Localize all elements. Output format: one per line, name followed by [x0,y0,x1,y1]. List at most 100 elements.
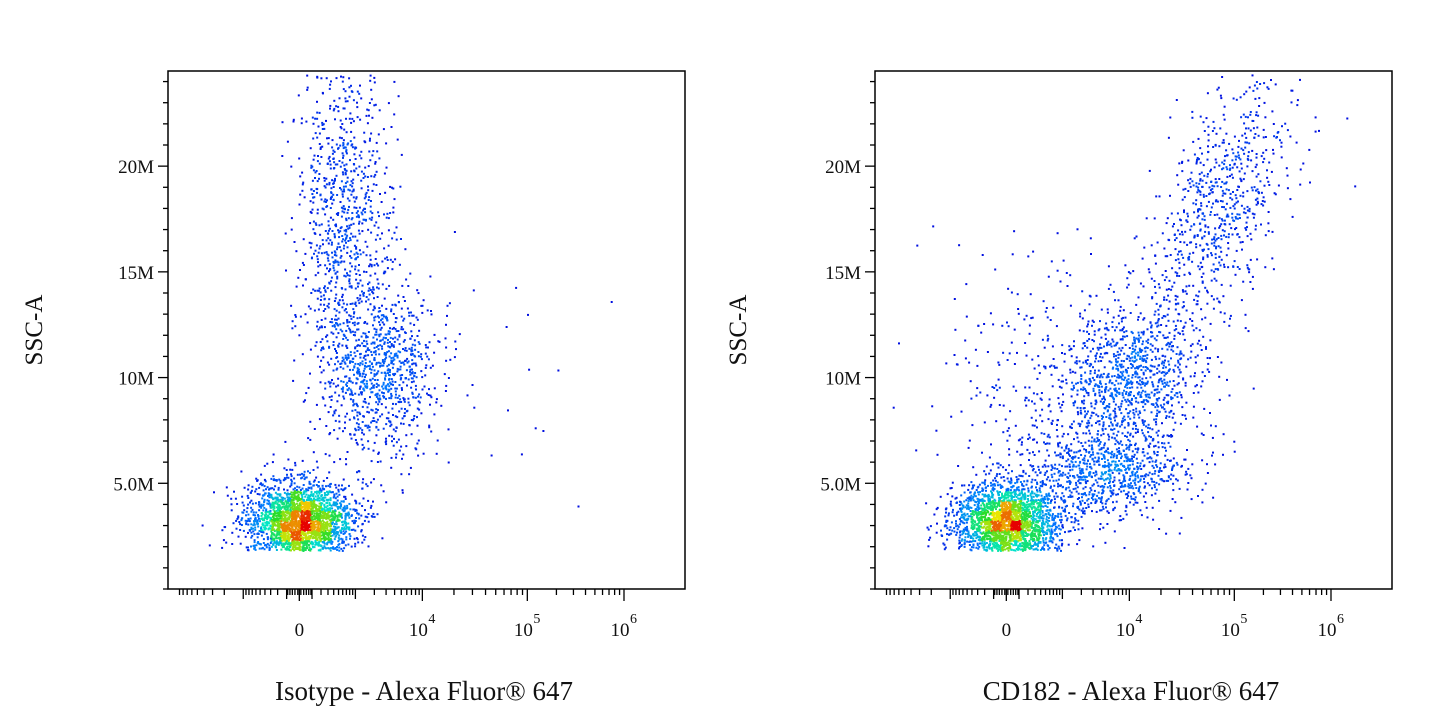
event-dot [263,500,266,503]
event-dot [310,523,313,526]
event-dot [311,165,314,168]
event-dot [415,388,417,391]
event-dot [328,160,331,163]
event-dot [419,396,422,399]
event-dot [273,501,276,504]
event-dot [335,350,337,352]
event-dot [1022,488,1025,491]
event-dot [345,521,347,524]
event-dot [983,512,985,515]
event-dot [269,527,272,530]
event-dot [410,346,413,349]
event-dot [367,447,370,450]
event-dot [286,489,289,492]
event-dot [325,77,328,80]
event-dot [1021,483,1024,486]
event-dot [381,360,384,363]
event-dot [372,309,375,312]
event-dot [275,509,278,512]
event-dot [329,163,332,166]
event-dot [357,344,360,347]
event-dot [326,542,329,545]
event-dot [394,403,397,406]
event-dot [271,523,274,526]
event-dot [354,355,357,358]
event-dot [269,512,272,515]
event-dot [1029,525,1032,527]
event-dot [377,133,380,136]
event-dot [331,241,333,244]
event-dot [395,426,398,429]
event-dot [280,520,283,523]
event-dot [244,519,247,522]
event-dot [375,221,378,224]
event-dot [291,511,294,514]
event-dot [317,508,320,511]
event-dot [364,166,367,169]
event-dot [320,504,323,507]
isotype-x-axis-label: Isotype - Alexa Fluor® 647 [275,676,573,706]
event-dot [337,514,339,517]
event-dot [311,518,314,521]
event-dot [365,335,368,337]
event-dot [296,548,299,550]
event-dot [352,334,355,336]
event-dot [357,285,359,288]
event-dot [262,542,265,544]
event-dot [364,207,366,210]
event-dot [261,504,264,507]
event-dot [373,307,376,310]
event-dot [262,538,265,541]
event-dot [349,237,352,240]
event-dot [433,333,436,336]
event-dot [361,534,364,537]
event-dot [372,449,375,452]
event-dot [330,80,332,83]
event-dot [310,511,313,514]
event-dot [318,132,321,135]
event-dot [1019,539,1022,542]
event-dot [321,547,324,550]
event-dot [375,346,378,348]
event-dot [344,146,347,149]
event-dot [380,326,383,329]
event-dot [417,400,420,403]
event-dot [344,362,347,365]
event-dot [300,518,303,521]
event-dot [291,517,293,520]
event-dot [304,509,307,512]
event-dot [358,374,361,377]
event-dot [266,499,269,502]
event-dot [447,461,450,464]
event-dot [1061,525,1064,528]
event-dot [383,213,385,216]
event-dot [385,317,388,319]
event-dot [348,321,351,324]
event-dot [328,454,331,457]
event-dot [333,531,335,534]
event-dot [377,315,379,318]
event-dot [270,535,273,538]
event-dot [355,167,358,170]
event-dot [383,396,386,398]
event-dot [471,384,474,386]
event-dot [341,295,344,298]
event-dot [383,315,385,318]
event-dot [274,491,277,494]
event-dot [326,287,329,290]
event-dot [281,499,284,502]
event-dot [290,217,293,220]
event-dot [433,351,436,354]
event-dot [1045,537,1048,540]
event-dot [346,319,349,321]
event-dot [397,400,400,403]
event-dot [364,175,367,178]
event-dot [295,536,298,539]
event-dot [307,520,310,523]
event-dot [367,228,370,231]
event-dot [300,122,303,125]
event-dot [330,491,333,494]
event-dot [275,540,278,543]
event-dot [337,344,340,347]
event-dot [378,333,381,336]
